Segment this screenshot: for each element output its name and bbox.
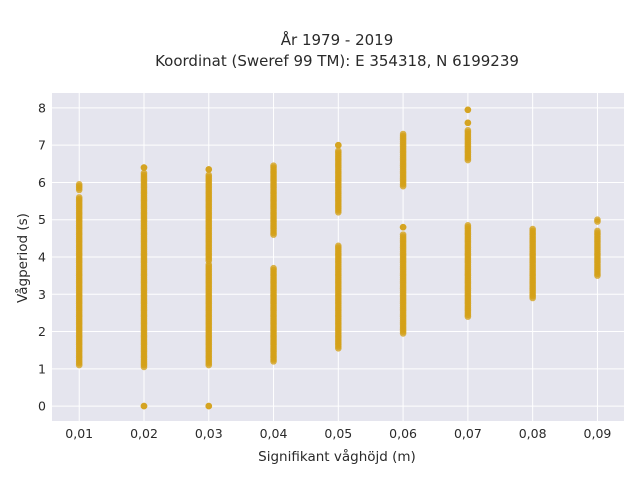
data-point bbox=[464, 119, 472, 127]
data-point bbox=[464, 126, 472, 134]
data-point bbox=[529, 225, 536, 233]
data-point bbox=[335, 141, 342, 149]
y-tick-label: 1 bbox=[38, 361, 46, 376]
data-point bbox=[205, 402, 213, 410]
x-tick-label: 0,05 bbox=[324, 426, 352, 441]
data-point bbox=[270, 264, 277, 272]
chart-subtitle: Koordinat (Sweref 99 TM): E 354318, N 61… bbox=[155, 52, 519, 70]
y-tick-label: 3 bbox=[38, 287, 46, 302]
x-axis-label: Signifikant våghöjd (m) bbox=[258, 448, 416, 465]
data-point bbox=[335, 242, 342, 250]
y-tick-label: 5 bbox=[38, 212, 46, 227]
data-point bbox=[75, 194, 83, 201]
x-tick-label: 0,07 bbox=[454, 426, 482, 441]
data-point bbox=[270, 162, 277, 169]
data-point bbox=[140, 169, 148, 177]
x-tick-label: 0,03 bbox=[195, 426, 223, 441]
tick-labels: 0,01 0,02 0,03 0,04 0,05 0,06 0,07 0,08 0,09 0 1 2 3… bbox=[38, 100, 611, 441]
y-tick-label: 8 bbox=[38, 100, 46, 115]
data-point bbox=[594, 227, 601, 235]
y-axis-label: Vågperiod (s) bbox=[14, 213, 31, 303]
y-tick-label: 4 bbox=[38, 250, 46, 265]
points-layer bbox=[75, 106, 601, 410]
data-point bbox=[205, 166, 213, 173]
data-point bbox=[140, 164, 148, 171]
y-tick-label: 7 bbox=[38, 138, 46, 153]
data-point bbox=[205, 171, 213, 179]
data-point bbox=[140, 402, 148, 410]
data-point bbox=[399, 231, 407, 238]
data-point bbox=[399, 223, 407, 231]
data-point bbox=[594, 216, 601, 224]
y-tick-label: 6 bbox=[38, 175, 46, 190]
data-point bbox=[464, 106, 472, 114]
y-tick-label: 0 bbox=[38, 399, 46, 414]
x-tick-label: 0,08 bbox=[519, 426, 547, 441]
chart-title: År 1979 - 2019 bbox=[281, 30, 394, 49]
data-point bbox=[335, 147, 342, 155]
x-tick-label: 0,09 bbox=[584, 426, 612, 441]
y-tick-label: 2 bbox=[38, 324, 46, 339]
data-point bbox=[464, 222, 472, 229]
x-tick-label: 0,04 bbox=[260, 426, 288, 441]
data-point bbox=[75, 181, 83, 188]
x-tick-label: 0,02 bbox=[130, 426, 158, 441]
data-point bbox=[399, 130, 407, 138]
x-tick-label: 0,06 bbox=[389, 426, 417, 441]
x-tick-label: 0,01 bbox=[65, 426, 93, 441]
